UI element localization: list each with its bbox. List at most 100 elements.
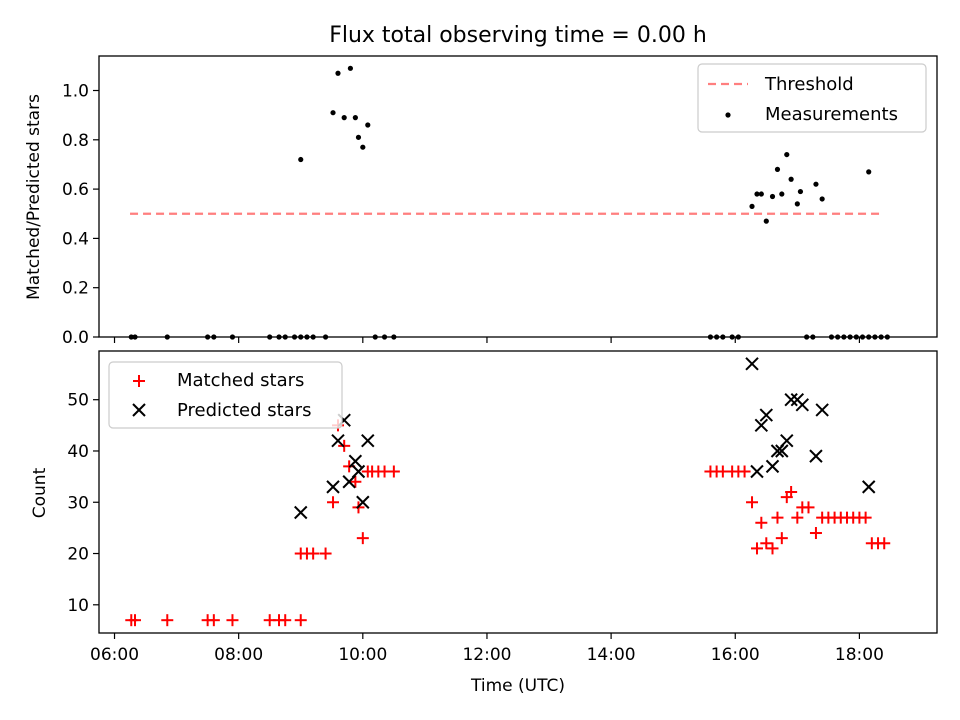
matched-star-point [775, 532, 788, 545]
legend-measurements-label: Measurements [765, 104, 898, 125]
predicted-star-point [765, 459, 780, 474]
matched-star-point [785, 486, 798, 498]
y-tick-label: 0.8 [62, 131, 89, 151]
matched-star-point [771, 511, 784, 524]
predicted-star-point [759, 408, 774, 422]
x-stroke [361, 434, 375, 448]
x-stroke [795, 398, 810, 412]
measurement-point [779, 191, 785, 197]
measurement-point [347, 65, 353, 71]
predicted-star-point [784, 393, 798, 407]
measurement-point [794, 201, 800, 207]
x-tick-label: 16:00 [711, 645, 760, 665]
x-tick-label: 08:00 [214, 645, 263, 665]
predicted-star-point [780, 434, 794, 448]
predicted-star-point [361, 434, 375, 448]
matched-star-point [878, 537, 891, 550]
count-panel-legend: Matched stars Predicted stars [108, 361, 343, 429]
y-tick-label: 1.0 [62, 82, 89, 102]
count-panel-marks [125, 357, 891, 627]
matched-star-point [129, 614, 142, 627]
matched-star-point [327, 496, 340, 509]
measurement-point [763, 218, 769, 224]
x-stroke [750, 464, 764, 479]
predicted-star-point [348, 454, 363, 468]
y-tick-label: 0.6 [62, 180, 89, 200]
x-tick-label: 12:00 [462, 645, 511, 665]
measurement-point [749, 203, 755, 209]
measurement-point [769, 193, 776, 200]
y-tick-label: 10 [67, 596, 89, 616]
y-tick-label: 30 [67, 493, 89, 513]
x-stroke [784, 393, 798, 407]
legend-matched-swatch [133, 375, 145, 387]
predicted-star-point [351, 464, 366, 479]
predicted-star-point [326, 480, 340, 494]
predicted-star-point [795, 398, 810, 412]
matched-star-point [750, 542, 763, 555]
measurement-point [797, 188, 804, 195]
x-stroke [351, 464, 366, 479]
predicted-star-point [750, 464, 764, 479]
matched-star-point [349, 475, 362, 488]
x-axis-label: Time (UTC) [470, 676, 565, 696]
x-stroke [294, 505, 308, 520]
measurement-point [352, 115, 358, 121]
predicted-star-point [331, 434, 345, 448]
measurement-point [784, 151, 790, 158]
y-tick-label: 0.4 [62, 229, 89, 249]
predicted-star-point [862, 480, 876, 494]
x-stroke [356, 495, 370, 509]
matched-star-point [319, 547, 332, 560]
matched-star-point [207, 614, 220, 627]
legend-box [108, 361, 343, 429]
x-stroke [809, 449, 823, 463]
legend-predicted-swatch [132, 403, 146, 417]
x-stroke [765, 459, 780, 474]
x-stroke [754, 418, 769, 433]
x-stroke [862, 480, 876, 494]
predicted-star-point [294, 505, 308, 520]
x-stroke [745, 357, 759, 371]
y-tick-label: 0.0 [62, 328, 89, 348]
matched-star-point [294, 614, 307, 627]
measurement-point [788, 176, 794, 182]
matched-star-point [307, 547, 320, 560]
measurement-point [335, 70, 341, 76]
y-tick-label: 0.2 [62, 279, 89, 299]
measurement-point [355, 134, 362, 140]
y-tick-label: 50 [67, 391, 89, 411]
measurement-point [341, 115, 347, 121]
measurement-point [754, 191, 760, 197]
measurement-point [774, 166, 781, 172]
matched-star-point [859, 511, 872, 524]
predicted-star-point [775, 444, 789, 458]
matched-star-point [760, 537, 773, 550]
matched-star-point [791, 511, 804, 524]
matched-star-point [746, 496, 759, 509]
matched-star-point [279, 614, 292, 627]
predicted-star-point [745, 357, 759, 371]
matched-star-point [755, 516, 768, 529]
x-tick-label: 10:00 [338, 645, 387, 665]
measurement-point [758, 191, 764, 197]
x-stroke [780, 434, 794, 448]
matched-star-point [766, 542, 779, 555]
ratio-panel-legend: Threshold Measurements [697, 63, 927, 133]
measurement-point [819, 196, 825, 202]
legend-matched-label: Matched stars [177, 370, 304, 391]
measurement-point [365, 122, 371, 128]
x-stroke [815, 403, 829, 417]
measurement-point [330, 110, 336, 116]
measurement-point [360, 144, 366, 150]
matched-star-point [387, 465, 400, 478]
chart-title: Flux total observing time = 0.00 h [329, 23, 707, 48]
count-panel-ylabel: Count [30, 467, 50, 518]
predicted-star-point [809, 449, 823, 463]
matched-star-point [809, 527, 822, 540]
predicted-star-point [815, 403, 829, 417]
predicted-star-point [754, 418, 769, 433]
count-panel-axes: 10 20 30 40 50 06:00 08:00 10:00 12:00 14:00 16:00… [67, 350, 938, 665]
axes-frame [98, 350, 938, 634]
